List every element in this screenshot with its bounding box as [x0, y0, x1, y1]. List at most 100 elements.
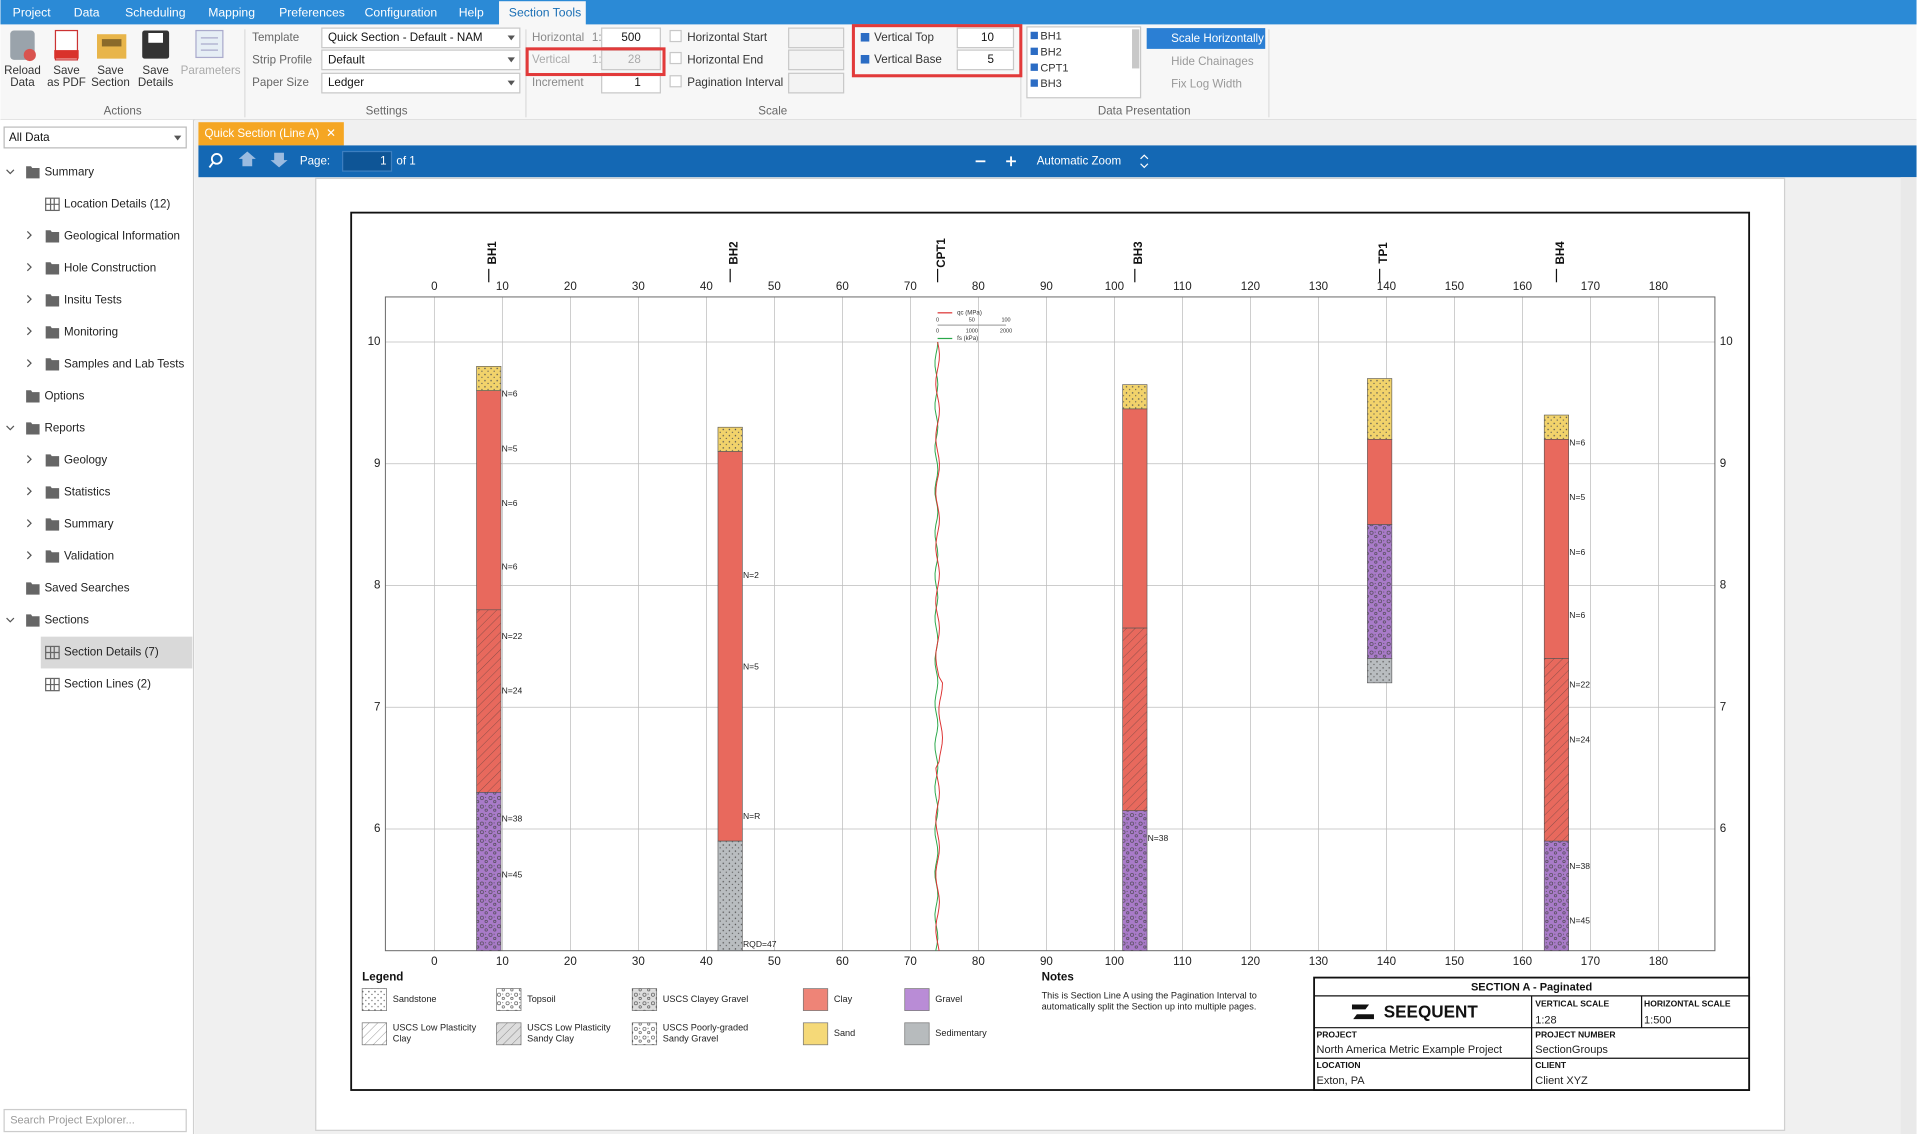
- numeric-input[interactable]: 500: [621, 31, 640, 44]
- tree-item[interactable]: Hole Construction: [64, 261, 156, 274]
- combo-value[interactable]: Ledger: [328, 76, 364, 89]
- numeric-input[interactable]: 1: [634, 76, 640, 89]
- tree-item[interactable]: Section Lines (2): [64, 678, 151, 691]
- strata-pattern: [1367, 658, 1392, 683]
- chainage-label: 130: [1309, 955, 1328, 968]
- tab-close[interactable]: [327, 129, 335, 137]
- option-button[interactable]: Hide Chainages: [1171, 55, 1254, 68]
- tree-item[interactable]: Section Details (7): [64, 646, 159, 659]
- combo-value[interactable]: Default: [328, 54, 366, 67]
- chainage-label: 160: [1513, 955, 1532, 968]
- expand-chevron[interactable]: [6, 169, 15, 175]
- cpt-legend-label: fs (kPa): [957, 335, 978, 342]
- numeric-input[interactable]: 28: [628, 53, 641, 66]
- checkbox-label[interactable]: Vertical Base: [874, 53, 942, 66]
- chainage-label: 180: [1649, 280, 1668, 293]
- expand-chevron[interactable]: [6, 425, 15, 431]
- option-button[interactable]: Scale Horizontally: [1171, 32, 1264, 45]
- hole-list-item[interactable]: BH1: [1040, 31, 1061, 43]
- tree-item[interactable]: Insitu Tests: [64, 293, 122, 306]
- chainage-label: 30: [632, 280, 645, 293]
- test-label: N=24: [1569, 734, 1590, 744]
- action-button-label[interactable]: Details: [138, 76, 174, 89]
- chainage-label: 140: [1377, 280, 1396, 293]
- menu-tab[interactable]: Data: [74, 6, 100, 20]
- tree-item[interactable]: Options: [44, 389, 84, 402]
- tree-item[interactable]: Summary: [64, 518, 114, 531]
- strata-pattern: [1122, 810, 1148, 951]
- search-box[interactable]: [3, 1108, 187, 1133]
- action-button-label[interactable]: Save: [53, 64, 79, 77]
- document-tab-label[interactable]: Quick Section (Line A): [205, 127, 320, 140]
- hole-list-item[interactable]: CPT1: [1040, 62, 1068, 74]
- collapse-chevron[interactable]: [26, 231, 32, 240]
- page-number[interactable]: 1: [380, 154, 386, 167]
- tree-item[interactable]: Statistics: [64, 486, 111, 499]
- combo-value[interactable]: Quick Section - Default - NAM: [328, 31, 483, 44]
- tree-item[interactable]: Saved Searches: [44, 582, 129, 595]
- collapse-chevron[interactable]: [26, 551, 32, 560]
- menu-tab[interactable]: Mapping: [208, 6, 255, 20]
- notes-title: Notes: [1042, 971, 1074, 984]
- checkbox-label[interactable]: Vertical Top: [874, 31, 934, 44]
- legend-label: Clay: [834, 994, 853, 1004]
- menu-tab[interactable]: Section Tools: [509, 6, 581, 20]
- checkbox-label[interactable]: Horizontal Start: [687, 31, 768, 44]
- tree-item[interactable]: Reports: [44, 421, 85, 434]
- tree-item[interactable]: Validation: [64, 550, 114, 563]
- zoom-dropdown[interactable]: [1030, 151, 1151, 172]
- menu-tab[interactable]: Configuration: [365, 6, 438, 20]
- action-button-label[interactable]: Parameters: [181, 64, 241, 77]
- action-button-label[interactable]: as PDF: [47, 76, 86, 89]
- tree-item[interactable]: Geology: [64, 454, 107, 467]
- menu-tab[interactable]: Scheduling: [125, 6, 185, 20]
- scale-horizontally-button[interactable]: [1146, 28, 1266, 49]
- hole-list-item[interactable]: BH3: [1040, 78, 1061, 90]
- action-button-label[interactable]: Section: [91, 76, 130, 89]
- chainage-label: 70: [904, 955, 917, 968]
- action-button-label[interactable]: Save: [142, 64, 168, 77]
- elevation-label: 6: [1720, 822, 1726, 835]
- document-tab[interactable]: [198, 122, 344, 146]
- elevation-label: 9: [1720, 457, 1726, 470]
- menu-tab[interactable]: Preferences: [279, 6, 345, 20]
- menu-tab[interactable]: Help: [459, 6, 484, 20]
- action-button-label[interactable]: Reload: [4, 64, 41, 77]
- test-label: N=38: [1148, 833, 1169, 843]
- hole-list-item[interactable]: BH2: [1040, 46, 1061, 58]
- menu-tab[interactable]: Project: [13, 6, 52, 20]
- tree-item[interactable]: Summary: [44, 165, 94, 178]
- collapse-chevron[interactable]: [26, 487, 32, 496]
- collapse-chevron[interactable]: [26, 327, 32, 336]
- tree-item[interactable]: Samples and Lab Tests: [64, 357, 185, 370]
- tree-item[interactable]: Monitoring: [64, 325, 118, 338]
- filter-dropdown[interactable]: [3, 126, 187, 149]
- chainage-label: 50: [768, 955, 781, 968]
- action-button-label[interactable]: Data: [10, 76, 35, 89]
- numeric-input[interactable]: 10: [981, 31, 994, 44]
- notes-text: This is Section Line A using the Paginat…: [1042, 990, 1257, 1000]
- checkbox-label[interactable]: Horizontal End: [687, 54, 763, 67]
- expand-chevron[interactable]: [6, 617, 15, 623]
- action-button-label[interactable]: Save: [97, 64, 123, 77]
- field-value: 1:28: [1535, 1014, 1556, 1026]
- collapse-chevron[interactable]: [26, 263, 32, 272]
- numeric-input[interactable]: 5: [987, 53, 993, 66]
- collapse-chevron[interactable]: [26, 295, 32, 304]
- legend-pattern: [362, 1022, 387, 1045]
- folder-icon: [45, 262, 60, 275]
- zoom-value[interactable]: Automatic Zoom: [1037, 154, 1121, 167]
- collapse-chevron[interactable]: [26, 455, 32, 464]
- tree-item[interactable]: Location Details (12): [64, 197, 170, 210]
- filter-value[interactable]: All Data: [9, 131, 50, 144]
- table-icon-grid: [45, 198, 60, 211]
- folder-icon: [26, 422, 40, 435]
- legend-pattern: [496, 988, 522, 1011]
- tree-item[interactable]: Sections: [44, 614, 89, 627]
- option-button[interactable]: Fix Log Width: [1171, 77, 1242, 90]
- tree-item[interactable]: Geological Information: [64, 229, 180, 242]
- page-input[interactable]: [342, 150, 393, 172]
- collapse-chevron[interactable]: [26, 519, 32, 528]
- checkbox-label[interactable]: Pagination Interval: [687, 76, 783, 89]
- collapse-chevron[interactable]: [26, 359, 32, 368]
